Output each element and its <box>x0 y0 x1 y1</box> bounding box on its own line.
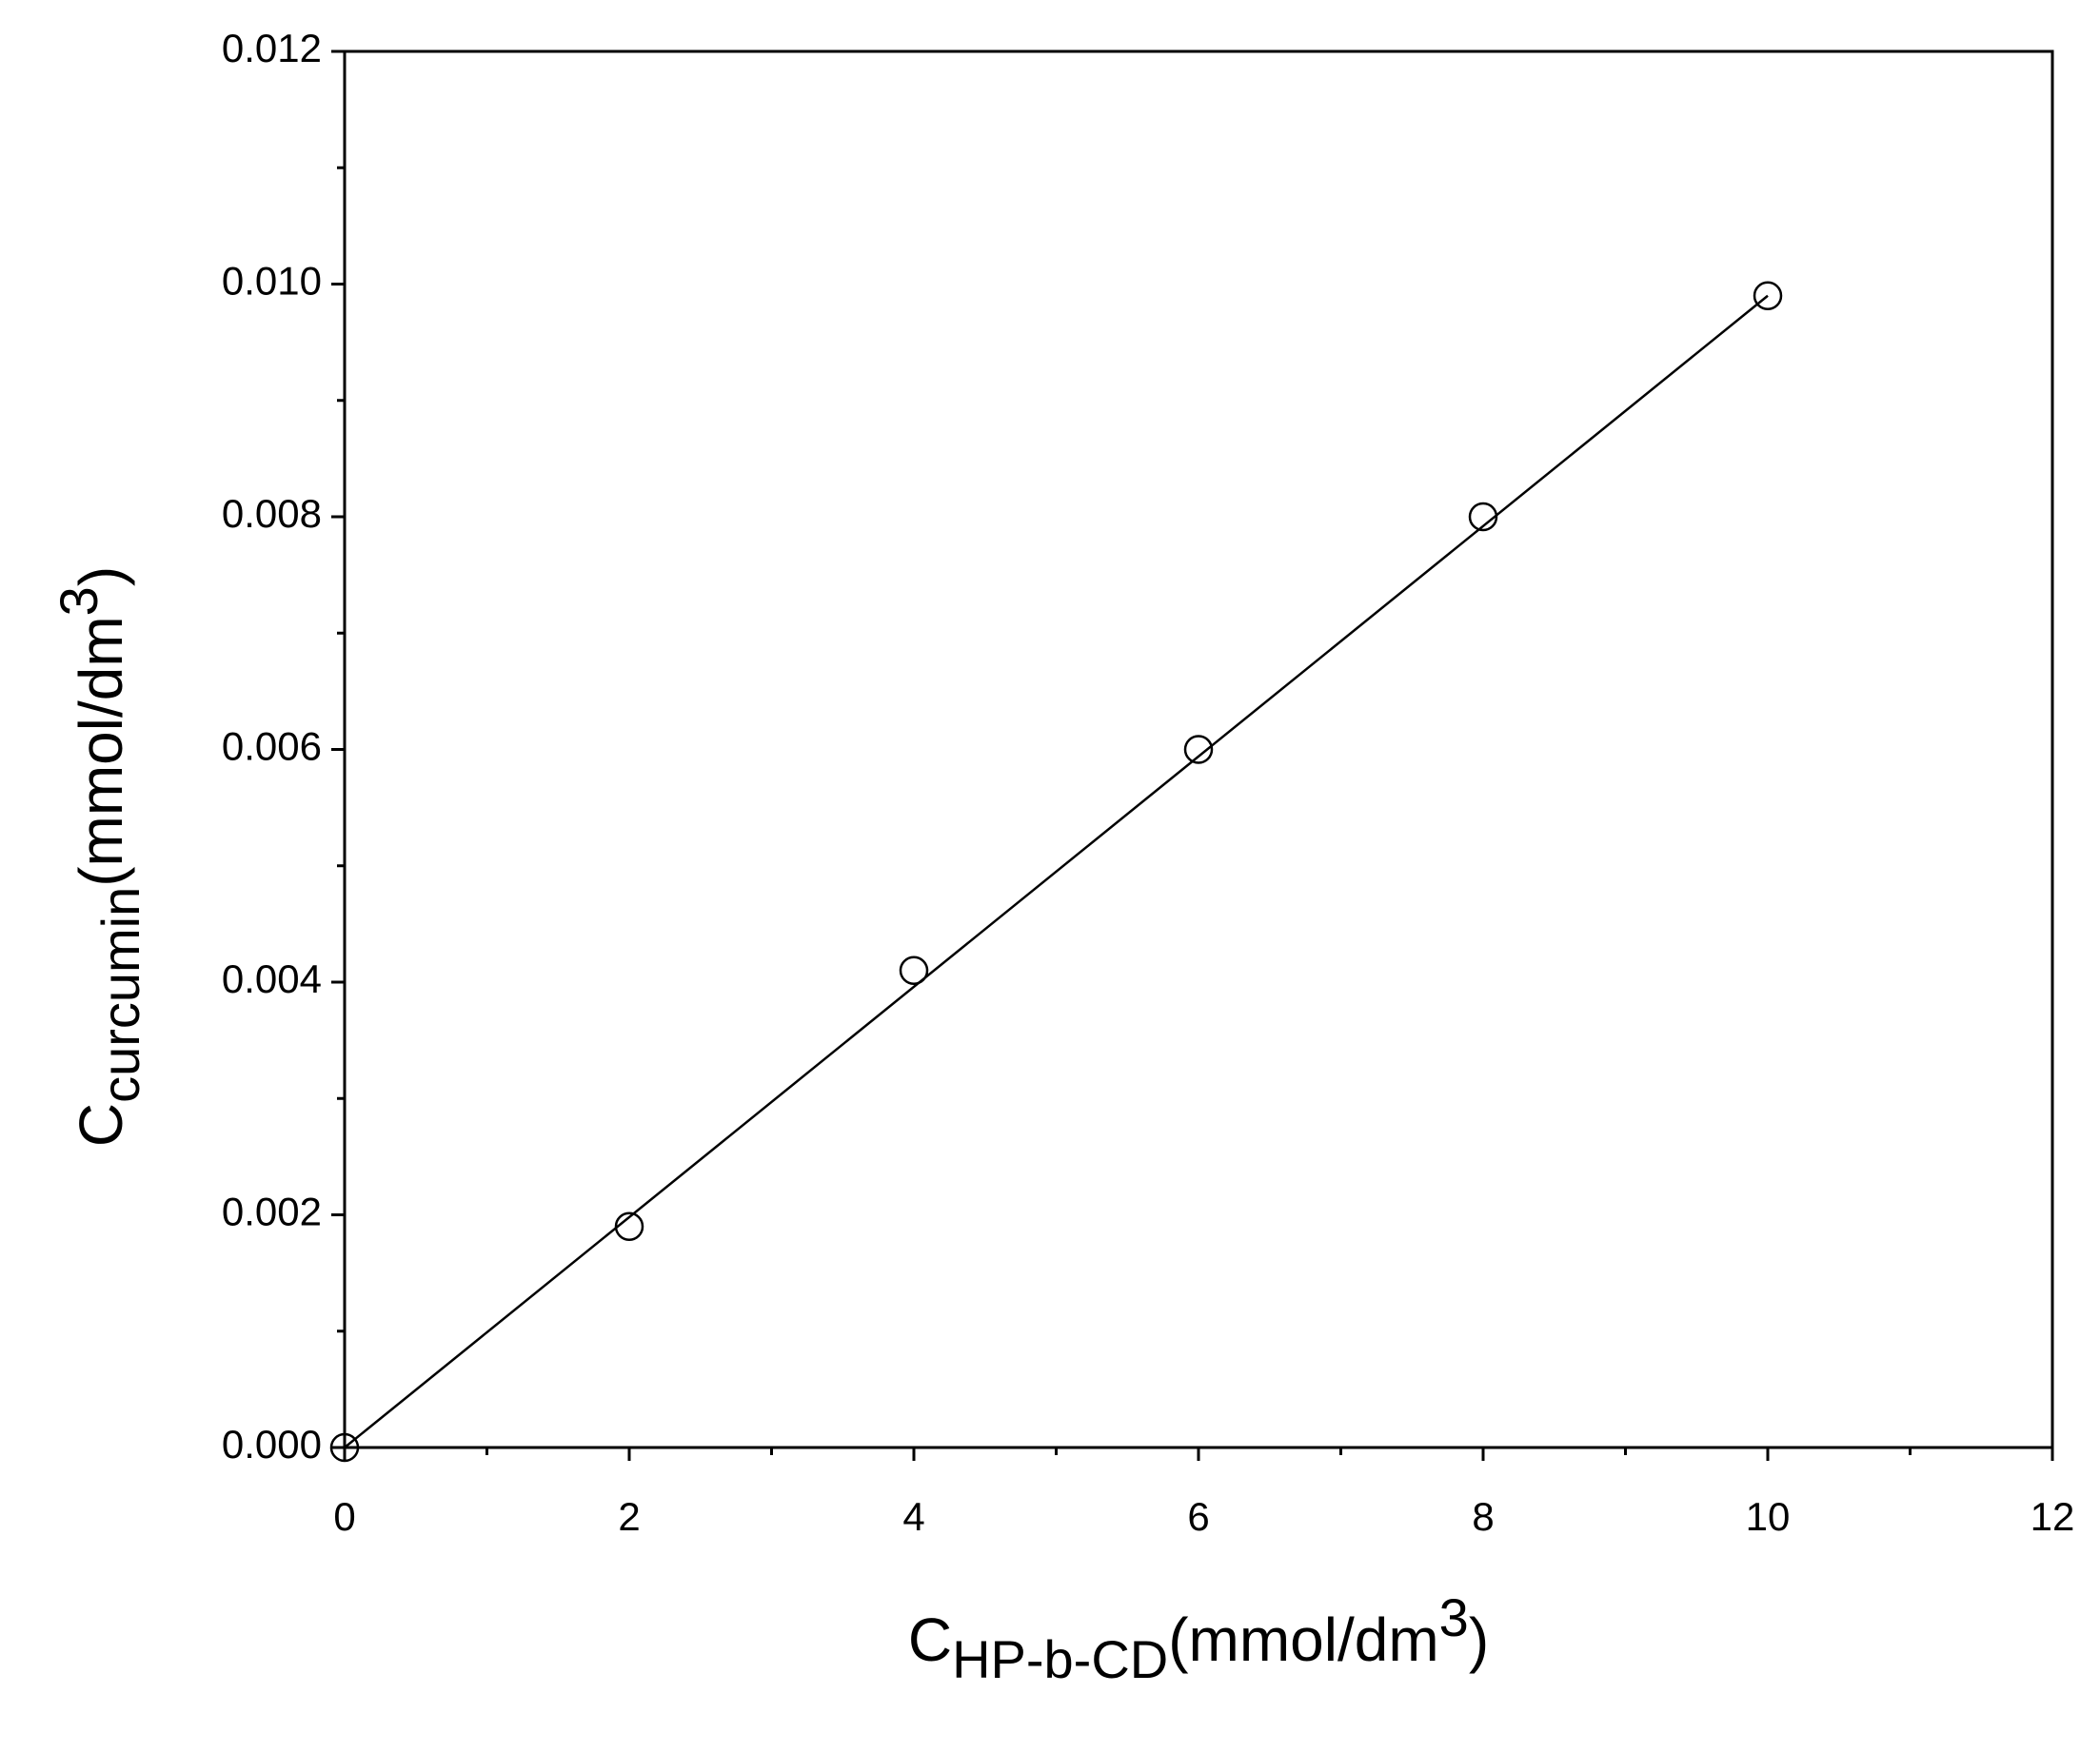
x-tick-label: 8 <box>1472 1494 1494 1539</box>
y-tick-label: 0.008 <box>222 491 322 536</box>
y-tick-label: 0.010 <box>222 259 322 304</box>
y-title-base: C <box>67 1103 135 1147</box>
x-title-close: ) <box>1469 1605 1489 1674</box>
y-tick-label: 0.000 <box>222 1422 322 1467</box>
y-title-sup: 3 <box>49 586 109 616</box>
x-tick-label: 0 <box>333 1494 355 1539</box>
y-tick-label: 0.004 <box>222 956 322 1001</box>
x-tick-label: 4 <box>902 1494 924 1539</box>
x-title-sup: 3 <box>1439 1587 1469 1647</box>
x-tick-label: 10 <box>1746 1494 1791 1539</box>
x-title-sub: HP-b-CD <box>952 1629 1168 1689</box>
x-tick-label: 6 <box>1187 1494 1209 1539</box>
data-point <box>1183 735 1214 764</box>
data-point <box>329 1432 360 1463</box>
x-axis-title: CHP-b-CD(mmol/dm3) <box>908 1587 1489 1689</box>
x-title-unit: (mmol/dm <box>1168 1605 1438 1674</box>
data-point <box>899 955 929 986</box>
x-tick-label: 2 <box>618 1494 640 1539</box>
y-title-unit: (mmol/dm <box>67 616 135 886</box>
y-axis-title: Ccurcumin(mmol/dm3) <box>49 566 150 1147</box>
data-point <box>1753 281 1783 310</box>
y-tick-label: 0.006 <box>222 724 322 769</box>
y-title-close: ) <box>67 566 135 586</box>
y-tick-label: 0.002 <box>222 1190 322 1234</box>
x-title-base: C <box>908 1605 952 1674</box>
y-title-sub: curcumin <box>90 887 150 1103</box>
y-tick-label: 0.012 <box>222 26 322 70</box>
x-tick-label: 12 <box>2031 1494 2075 1539</box>
fit-line <box>344 294 1769 1448</box>
